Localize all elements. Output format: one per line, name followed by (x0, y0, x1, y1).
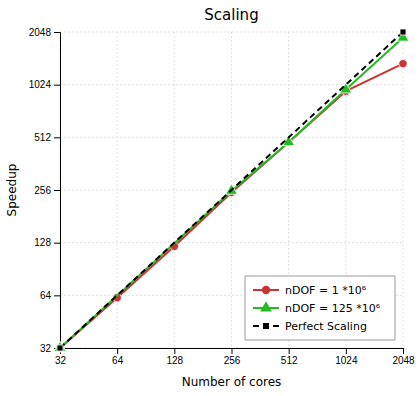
tick-label: 512 (281, 355, 298, 366)
plot-area (54, 29, 409, 352)
tick-label: 256 (34, 185, 51, 196)
legend-item: nDOF = 125 *10⁶ (253, 301, 381, 315)
legend-label: nDOF = 125 *10⁶ (285, 302, 381, 315)
grid-line (60, 137, 403, 138)
y-axis-title: Speedup (5, 164, 19, 217)
legend-label: Perfect Scaling (285, 320, 367, 333)
tick-mark (54, 32, 60, 33)
grid (60, 32, 403, 348)
tick-label: 32 (40, 343, 52, 354)
tick-label: 64 (112, 355, 124, 366)
tick: 128 (34, 237, 60, 248)
tick-label: 256 (224, 355, 241, 366)
y-axis: 32 64 128 256 512 1024 2048 (29, 27, 61, 354)
tick-label: 32 (55, 355, 67, 366)
tick-mark (346, 348, 347, 354)
legend-label: nDOF = 1 *10⁶ (285, 284, 367, 297)
tick-mark (54, 85, 60, 86)
tick: 2048 (29, 27, 60, 38)
tick: 64 (112, 348, 124, 366)
legend-item: Perfect Scaling (253, 320, 367, 333)
x-axis-title: Number of cores (182, 375, 282, 389)
tick-label: 1024 (335, 355, 358, 366)
legend-symbol (262, 286, 270, 294)
legend-symbol (263, 323, 269, 329)
line (60, 32, 403, 348)
tick-label: 512 (34, 132, 51, 143)
grid-line (60, 242, 403, 243)
tick-label: 1024 (29, 79, 52, 90)
grid-line (60, 32, 403, 33)
legend-item: nDOF = 1 *10⁶ (253, 284, 367, 297)
tick: 512 (34, 132, 60, 143)
tick: 64 (40, 290, 60, 301)
x-axis: 32 64 128 256 512 1024 2048 (55, 348, 415, 366)
tick: 1024 (335, 348, 358, 366)
line (60, 38, 403, 348)
tick-label: 128 (166, 355, 183, 366)
point (54, 341, 66, 351)
legend-frame (245, 276, 395, 340)
point (400, 29, 406, 35)
tick-mark (403, 348, 404, 354)
axis-line (54, 33, 61, 349)
tick-mark (54, 295, 60, 296)
tick-label: 2048 (392, 355, 415, 366)
tick: 256 (224, 348, 241, 366)
tick: 1024 (29, 79, 60, 90)
line (60, 64, 403, 348)
chart: 32 64 128 256 512 1024 2048 32 64 128 256 512 1024 20… (0, 0, 419, 396)
point (56, 344, 64, 352)
point (399, 59, 407, 67)
tick: 512 (281, 348, 298, 366)
tick: 2048 (392, 348, 415, 366)
tick: 256 (34, 185, 60, 196)
point (57, 345, 63, 351)
tick-mark (117, 348, 118, 354)
title: Scaling (204, 6, 258, 24)
tick-mark (232, 348, 233, 354)
tick-label: 2048 (29, 27, 52, 38)
tick-mark (54, 190, 60, 191)
legend-symbol (260, 301, 272, 311)
tick-mark (289, 348, 290, 354)
tick-mark (54, 137, 60, 138)
tick-label: 128 (34, 237, 51, 248)
legend: nDOF = 1 *10⁶ nDOF = 125 *10⁶ Perfect Scal… (245, 276, 395, 340)
tick-mark (54, 243, 60, 244)
tick: 128 (166, 348, 183, 366)
tick-mark (174, 348, 175, 354)
tick-label: 64 (40, 290, 52, 301)
axis-line (61, 349, 404, 355)
